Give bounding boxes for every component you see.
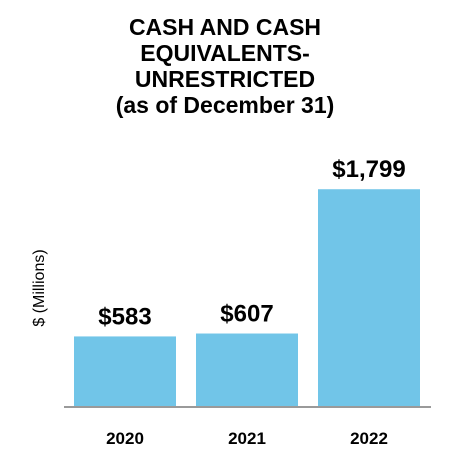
- bar-2022: [318, 189, 420, 407]
- chart-title-line-2: EQUIVALENTS-: [140, 40, 310, 66]
- x-tick-label-2021: 2021: [228, 429, 266, 448]
- data-label-2021: $607: [220, 301, 273, 328]
- x-tick-label-2022: 2022: [350, 429, 388, 448]
- x-tick-label-2020: 2020: [106, 429, 144, 448]
- bar-2021: [196, 333, 298, 407]
- chart-title-line-4: (as of December 31): [115, 92, 335, 118]
- chart-title-line-3: UNRESTRICTED: [134, 66, 316, 92]
- chart-title-line-1: CASH AND CASH: [128, 14, 322, 40]
- y-axis-label: $ (Millions): [31, 249, 48, 326]
- chart-title: CASH AND CASH EQUIVALENTS- UNRESTRICTED …: [0, 14, 450, 118]
- data-label-2020: $583: [98, 303, 151, 330]
- bar-2020: [74, 336, 176, 407]
- data-label-2022: $1,799: [332, 156, 405, 183]
